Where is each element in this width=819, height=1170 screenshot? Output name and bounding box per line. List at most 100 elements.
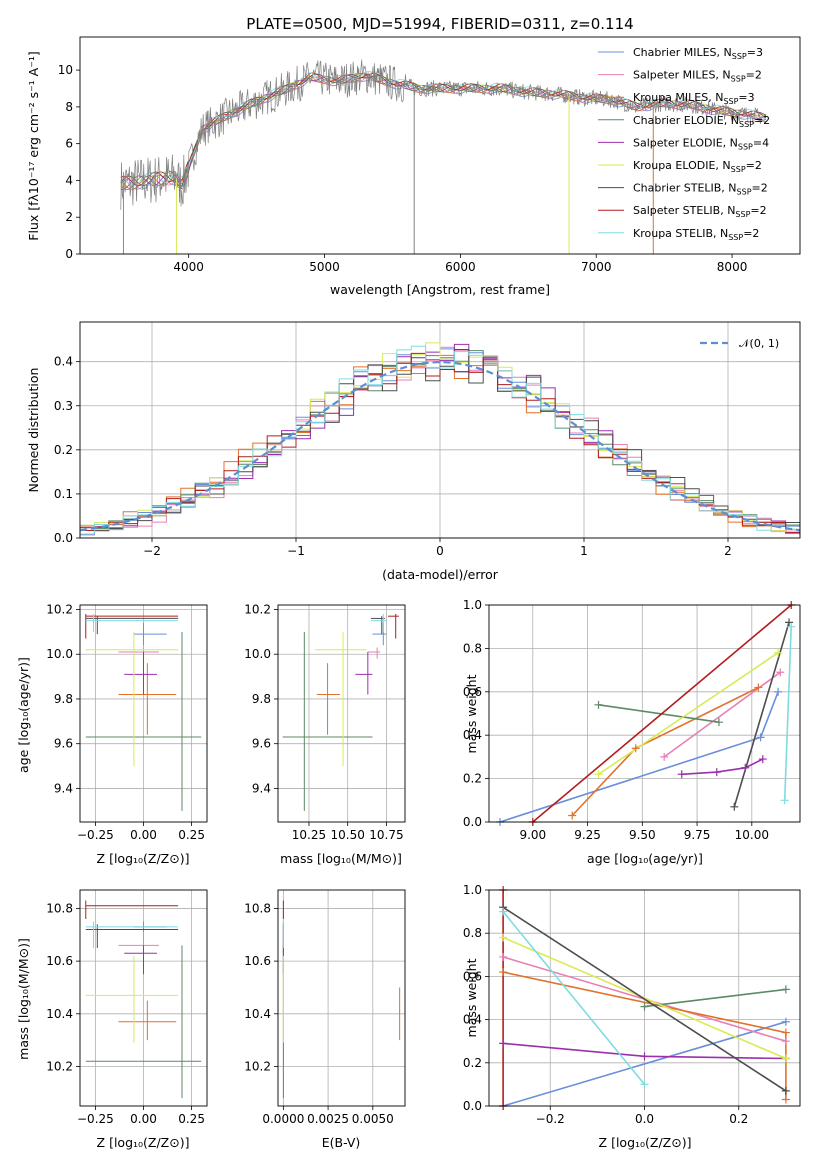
x-tick-label: 9.75 xyxy=(684,828,711,842)
y-tick-label: 0.0 xyxy=(463,815,482,829)
y-tick-label: 0.8 xyxy=(463,926,482,940)
mass-ebv-xlabel: E(B-V) xyxy=(322,1135,361,1150)
plot-area xyxy=(282,613,399,811)
mass-weight-marker xyxy=(781,1037,790,1046)
x-tick-label: 0 xyxy=(436,544,444,558)
legend-suffix: =3 xyxy=(747,46,763,59)
mass-weight-marker xyxy=(774,648,783,657)
y-tick-label: 10.0 xyxy=(46,647,73,661)
y-tick-label: 0.2 xyxy=(463,772,482,786)
y-tick-label: 0 xyxy=(65,247,73,261)
mass-weight-marker xyxy=(780,796,789,805)
y-tick-label: 9.6 xyxy=(252,737,271,751)
normal-curve xyxy=(80,360,800,532)
x-tick-label: 0.0 xyxy=(635,1112,654,1126)
mass-weight-marker xyxy=(640,1002,649,1011)
plot-area xyxy=(80,342,800,537)
legend-subscript: SSP xyxy=(735,210,750,219)
mass-weight-marker xyxy=(781,1086,790,1095)
mass-weight-marker xyxy=(499,1039,508,1048)
legend-suffix: =2 xyxy=(746,69,762,82)
x-tick-label: 0.2 xyxy=(729,1112,748,1126)
y-tick-label: 10.6 xyxy=(46,954,73,968)
age-vs-mass-panel: mass [log₁₀(M/M⊙)] 10.25 10.50 10.75 9.4 9.6… xyxy=(244,602,406,866)
plot-area xyxy=(85,613,202,811)
mass-weight-line xyxy=(663,671,781,758)
legend-label: Chabrier ELODIE, NSSP=2 xyxy=(633,114,770,129)
mass-weight-line xyxy=(502,936,787,1060)
y-tick-label: 0.4 xyxy=(54,355,73,369)
y-tick-label: 9.6 xyxy=(54,737,73,751)
histogram-step-line xyxy=(80,345,800,537)
y-tick-label: 0.6 xyxy=(463,685,482,699)
legend-subscript: SSP xyxy=(737,188,752,197)
y-tick-label: 10 xyxy=(58,63,73,77)
mass-weight-marker xyxy=(785,618,794,627)
legend-label: 𝒩(0, 1) xyxy=(739,337,779,350)
y-tick-label: 0.8 xyxy=(463,641,482,655)
age-z-ylabel: age [log₁₀(age/yr)] xyxy=(16,657,31,773)
spectrum-title: PLATE=0500, MJD=51994, FIBERID=0311, z=0… xyxy=(246,15,633,33)
y-tick-label: 2 xyxy=(65,210,73,224)
y-tick-label: 10.0 xyxy=(244,647,271,661)
legend-subscript: SSP xyxy=(723,97,738,106)
x-tick-label: 10.25 xyxy=(292,828,326,842)
mass-weight-marker xyxy=(568,811,577,820)
mass-weight-marker xyxy=(781,1028,790,1037)
mw-z-ylabel: mass weight xyxy=(464,958,479,1037)
mw-age-xlabel: age [log₁₀(age/yr)] xyxy=(587,851,703,866)
x-tick-label: −2 xyxy=(143,544,161,558)
y-tick-label: 10.2 xyxy=(244,1059,271,1073)
x-tick-label: 9.00 xyxy=(519,828,546,842)
x-tick-label: 7000 xyxy=(581,260,612,274)
y-tick-label: 9.4 xyxy=(54,781,73,795)
y-tick-label: 10.8 xyxy=(46,901,73,915)
legend-suffix: =3 xyxy=(738,91,754,104)
x-tick-label: 0.25 xyxy=(178,1112,205,1126)
x-tick-label: 0.0025 xyxy=(307,1112,349,1126)
y-tick-label: 1.0 xyxy=(463,598,482,612)
legend-label: Kroupa MILES, NSSP=3 xyxy=(633,91,755,106)
legend-label: Salpeter MILES, NSSP=2 xyxy=(633,69,762,84)
x-tick-label: 5000 xyxy=(309,260,340,274)
mass-weight-marker xyxy=(594,700,603,709)
y-tick-label: 9.8 xyxy=(252,692,271,706)
y-tick-label: 10.8 xyxy=(244,901,271,915)
y-tick-label: 10.6 xyxy=(244,954,271,968)
mass-weight-marker xyxy=(631,744,640,753)
x-tick-label: 0.00 xyxy=(130,1112,157,1126)
age-vs-metallicity-panel: Z [log₁₀(Z/Z⊙)] age [log₁₀(age/yr)] −0.2… xyxy=(16,602,208,866)
axes-frame xyxy=(488,889,801,1107)
axes-frame xyxy=(277,604,406,823)
plot-area xyxy=(85,900,202,1099)
spectrum-xlabel: wavelength [Angstrom, rest frame] xyxy=(330,282,550,297)
legend-label: Chabrier MILES, NSSP=3 xyxy=(633,46,763,61)
mass-vs-ebv-panel: E(B-V) 0.0000 0.0025 0.0050 10.2 10.4 10.6 10.… xyxy=(244,889,406,1150)
mass-weight-line xyxy=(502,1021,787,1106)
x-tick-label: 8000 xyxy=(717,260,748,274)
x-tick-label: 0.0050 xyxy=(352,1112,394,1126)
x-tick-label: 1 xyxy=(580,544,588,558)
mass-weight-marker xyxy=(499,952,508,961)
y-tick-label: 0.2 xyxy=(54,443,73,457)
legend-subscript: SSP xyxy=(731,75,746,84)
mass-z-ylabel: mass [log₁₀(M/M⊙)] xyxy=(16,938,31,1060)
mass-weight-line xyxy=(598,704,720,723)
y-tick-label: 0.3 xyxy=(54,399,73,413)
y-tick-label: 1.0 xyxy=(463,883,482,897)
mass-weight-line xyxy=(532,605,792,822)
axes-frame xyxy=(79,889,208,1107)
mass-weight-marker xyxy=(499,968,508,977)
mass-weight-marker xyxy=(660,752,669,761)
mass-weight-marker xyxy=(781,1095,790,1104)
mass-weight-line xyxy=(598,652,779,775)
x-tick-label: 10.50 xyxy=(331,828,365,842)
x-tick-label: 0.25 xyxy=(178,828,205,842)
residual-histogram-panel: (data-model)/error Normed distribution −… xyxy=(26,321,801,582)
y-tick-label: 0.4 xyxy=(463,728,482,742)
legend-subscript: SSP xyxy=(731,165,746,174)
plot-area xyxy=(499,605,792,822)
massweight-vs-metallicity-panel: Z [log₁₀(Z/Z⊙)] mass weight −0.2 0.0 0.2 0.… xyxy=(463,883,801,1150)
mass-weight-marker xyxy=(640,1052,649,1061)
